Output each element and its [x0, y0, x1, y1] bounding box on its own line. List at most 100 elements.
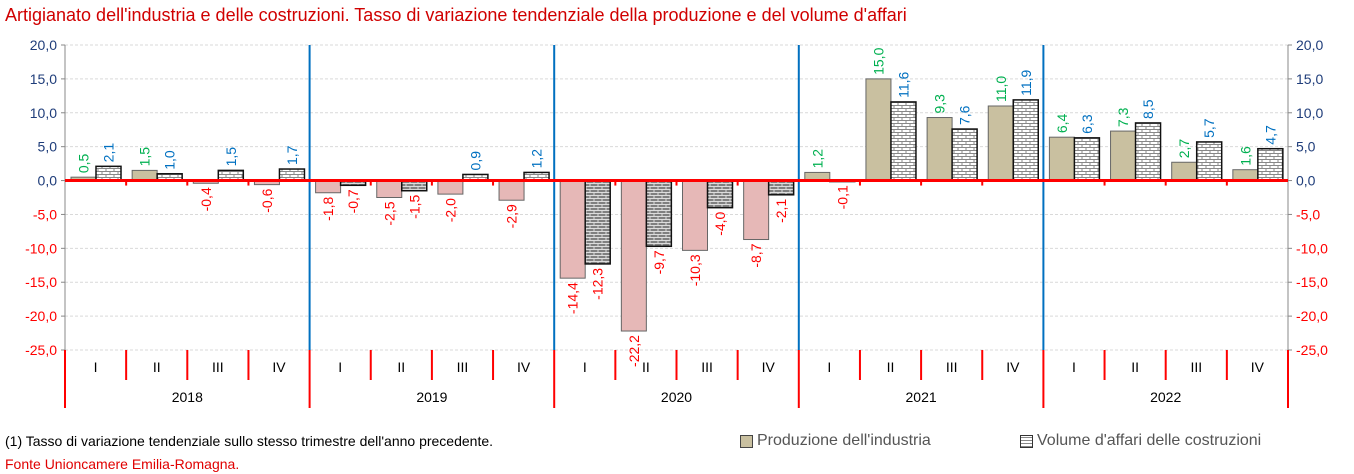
data-label: -12,3	[590, 268, 606, 300]
y-tick-label-left: -20,0	[25, 308, 57, 324]
data-label: -10,3	[687, 254, 703, 286]
quarter-label: I	[1072, 359, 1076, 375]
data-label: -2,9	[504, 204, 520, 228]
bar-production	[1110, 130, 1137, 182]
data-label: 6,4	[1054, 114, 1070, 134]
y-tick-label-right: -10,0	[1296, 240, 1328, 256]
y-tick-label-left: -10,0	[25, 240, 57, 256]
bar-production	[376, 180, 403, 199]
bar-production	[865, 78, 892, 182]
y-tick-label-left: 15,0	[30, 71, 57, 87]
data-label: 1,5	[137, 147, 153, 167]
bar-production	[620, 180, 647, 332]
data-label: -8,7	[748, 243, 764, 267]
legend-label: Produzione dell'industria	[757, 432, 931, 449]
year-label: 2020	[661, 389, 692, 405]
data-label: 1,6	[1237, 146, 1253, 166]
quarter-label: IV	[1006, 359, 1020, 375]
bar-volume	[706, 179, 734, 209]
data-label: -0,1	[834, 185, 850, 209]
data-label: 2,7	[1176, 139, 1192, 159]
data-label: 0,9	[467, 151, 483, 171]
bar-production	[559, 180, 586, 279]
y-tick-label-left: -5,0	[33, 206, 57, 222]
data-label: -2,1	[773, 199, 789, 223]
bar-production	[315, 180, 342, 194]
y-tick-label-left: 0,0	[38, 173, 58, 189]
bar-volume	[951, 128, 978, 182]
quarter-label: IV	[1251, 359, 1265, 375]
chart-title: Artigianato dell'industria e delle costr…	[5, 5, 907, 25]
source-note: Fonte Unioncamere Emilia-Romagna.	[5, 456, 240, 472]
legend-item-production: Produzione dell'industria	[740, 432, 931, 450]
bar-volume	[767, 179, 795, 196]
quarter-label: IV	[762, 359, 776, 375]
data-label: 0,5	[76, 153, 92, 173]
data-label: 9,3	[932, 94, 948, 114]
data-label: 1,5	[223, 147, 239, 167]
quarter-label: I	[338, 359, 342, 375]
y-tick-label-right: 5,0	[1296, 139, 1316, 155]
quarter-label: III	[212, 359, 224, 375]
legend-label: Volume d'affari delle costruzioni	[1037, 432, 1262, 449]
data-label: -1,8	[320, 197, 336, 221]
quarter-label: III	[1190, 359, 1202, 375]
quarter-label: II	[153, 359, 161, 375]
quarter-label: II	[642, 359, 650, 375]
data-label: -0,7	[345, 189, 361, 213]
legend-item-volume: Volume d'affari delle costruzioni	[1020, 432, 1261, 450]
data-label: 6,3	[1079, 114, 1095, 134]
data-label: -9,7	[651, 250, 667, 274]
quarter-label: I	[94, 359, 98, 375]
y-tick-label-right: 15,0	[1296, 71, 1323, 87]
data-label: -2,5	[381, 201, 397, 225]
bar-volume	[217, 169, 245, 182]
bar-production	[1048, 136, 1075, 182]
data-label: 15,0	[870, 47, 886, 74]
bar-production	[926, 117, 953, 182]
bar-volume	[890, 101, 917, 182]
bar-volume	[95, 165, 122, 182]
data-label: 7,6	[957, 105, 973, 125]
y-tick-label-right: -5,0	[1296, 206, 1320, 222]
bar-volume	[645, 179, 673, 248]
y-tick-label-right: 0,0	[1296, 173, 1316, 189]
data-label: 4,7	[1262, 125, 1278, 145]
bar-volume	[584, 179, 611, 265]
data-label: 11,0	[993, 76, 1009, 102]
data-label: 11,9	[1018, 69, 1034, 95]
quarter-label: III	[946, 359, 958, 375]
year-label: 2018	[172, 389, 203, 405]
data-label: -0,6	[259, 188, 275, 212]
bar-volume	[1073, 137, 1101, 182]
data-label: -2,0	[442, 198, 458, 222]
y-tick-label-right: -25,0	[1296, 342, 1328, 358]
bar-production	[987, 105, 1014, 182]
quarter-label: II	[397, 359, 405, 375]
bar-production	[1171, 161, 1198, 182]
year-label: 2019	[416, 389, 447, 405]
y-tick-label-right: -15,0	[1296, 274, 1328, 290]
bar-production	[437, 180, 464, 195]
footnote: (1) Tasso di variazione tendenziale sull…	[5, 433, 494, 449]
bar-production	[682, 180, 708, 251]
data-label: 7,3	[1115, 107, 1131, 127]
quarter-label: I	[827, 359, 831, 375]
quarter-label: III	[457, 359, 469, 375]
y-tick-label-right: 20,0	[1296, 37, 1323, 53]
bar-production	[131, 169, 158, 182]
data-label: -14,4	[565, 282, 581, 314]
bar-production	[1232, 169, 1259, 182]
bar-volume	[1257, 147, 1284, 182]
data-label: 1,2	[809, 149, 825, 169]
bar-volume	[1134, 122, 1162, 182]
data-label: 8,5	[1140, 99, 1156, 119]
data-label: -1,5	[406, 195, 422, 219]
year-label: 2022	[1150, 389, 1181, 405]
bar-volume	[1195, 141, 1223, 182]
y-tick-label-left: 5,0	[38, 139, 58, 155]
year-label: 2021	[906, 389, 937, 405]
data-label: -22,2	[626, 335, 642, 367]
y-tick-label-right: 10,0	[1296, 105, 1323, 121]
quarter-label: I	[583, 359, 587, 375]
